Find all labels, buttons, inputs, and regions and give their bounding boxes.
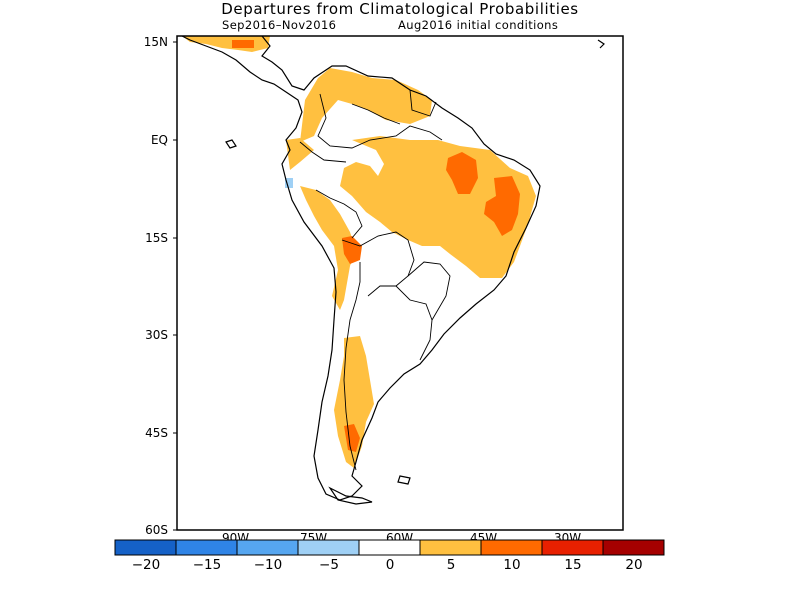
colorbar-swatch bbox=[175, 539, 238, 556]
colorbar-swatch bbox=[602, 539, 665, 556]
forecast-period: Sep2016–Nov2016 bbox=[222, 18, 337, 32]
lat-label-60s: 60S bbox=[145, 523, 168, 537]
map-title: Departures from Climatological Probabili… bbox=[221, 0, 579, 18]
map-frame bbox=[176, 35, 624, 531]
lat-ticks bbox=[173, 41, 177, 531]
colorbar-label-0: 0 bbox=[385, 557, 395, 573]
lat-label-45s: 45S bbox=[145, 426, 168, 440]
shade-brazil-hot-2 bbox=[484, 176, 520, 236]
shade-peru-coast bbox=[300, 186, 356, 310]
lat-label-30s: 30S bbox=[145, 328, 168, 342]
shade-below-normal bbox=[285, 178, 293, 188]
coastlines bbox=[181, 35, 605, 505]
colorbar-swatch bbox=[480, 539, 543, 556]
colorbar-label-15: 15 bbox=[564, 557, 582, 573]
colorbar-label-m5: −5 bbox=[319, 557, 339, 573]
lon-label-45w: 45W bbox=[470, 531, 498, 540]
colorbar-label-20: 20 bbox=[625, 557, 643, 573]
shade-central-america-hot bbox=[232, 40, 254, 48]
anomaly-shading bbox=[182, 36, 536, 468]
lon-label-75w: 75W bbox=[300, 531, 328, 540]
falklands bbox=[397, 475, 411, 485]
lat-label-15s: 15S bbox=[145, 231, 168, 245]
colorbar-label-5: 5 bbox=[446, 557, 456, 573]
colorbar-label-10: 10 bbox=[503, 557, 521, 573]
colorbar-label-m15: −15 bbox=[192, 557, 222, 573]
colorbar-label-m10: −10 bbox=[253, 557, 283, 573]
initial-conditions: Aug2016 initial conditions bbox=[398, 18, 559, 32]
colorbar-swatch bbox=[114, 539, 177, 556]
colorbar-swatch bbox=[541, 539, 604, 556]
colorbar-swatch bbox=[419, 539, 482, 556]
shade-chile bbox=[334, 336, 374, 468]
lat-label-eq: EQ bbox=[150, 133, 168, 147]
shade-central-america bbox=[182, 36, 270, 52]
lat-label-15n: 15N bbox=[143, 35, 168, 49]
colorbar-swatch bbox=[236, 539, 299, 556]
shade-north bbox=[300, 68, 432, 142]
lon-labels: 90W 75W 60W 45W 30W bbox=[200, 530, 600, 540]
colorbar-swatch bbox=[297, 539, 360, 556]
shade-brazil-hot-1 bbox=[446, 152, 478, 194]
lon-label-90w: 90W bbox=[222, 531, 250, 540]
colorbar-label-m20: −20 bbox=[131, 557, 161, 573]
colorbar bbox=[114, 539, 665, 556]
lon-label-60w: 60W bbox=[386, 531, 414, 540]
shade-altiplano-hot bbox=[342, 236, 362, 264]
lon-label-30w: 30W bbox=[554, 531, 582, 540]
shade-ecuador bbox=[286, 138, 314, 170]
galapagos bbox=[225, 139, 237, 149]
shade-brazil bbox=[340, 136, 536, 278]
tierra-del-fuego bbox=[328, 486, 373, 505]
south-america-coast bbox=[181, 35, 541, 501]
caribbean-islands bbox=[597, 39, 605, 49]
colorbar-swatch bbox=[358, 539, 421, 556]
country-borders bbox=[299, 89, 451, 471]
